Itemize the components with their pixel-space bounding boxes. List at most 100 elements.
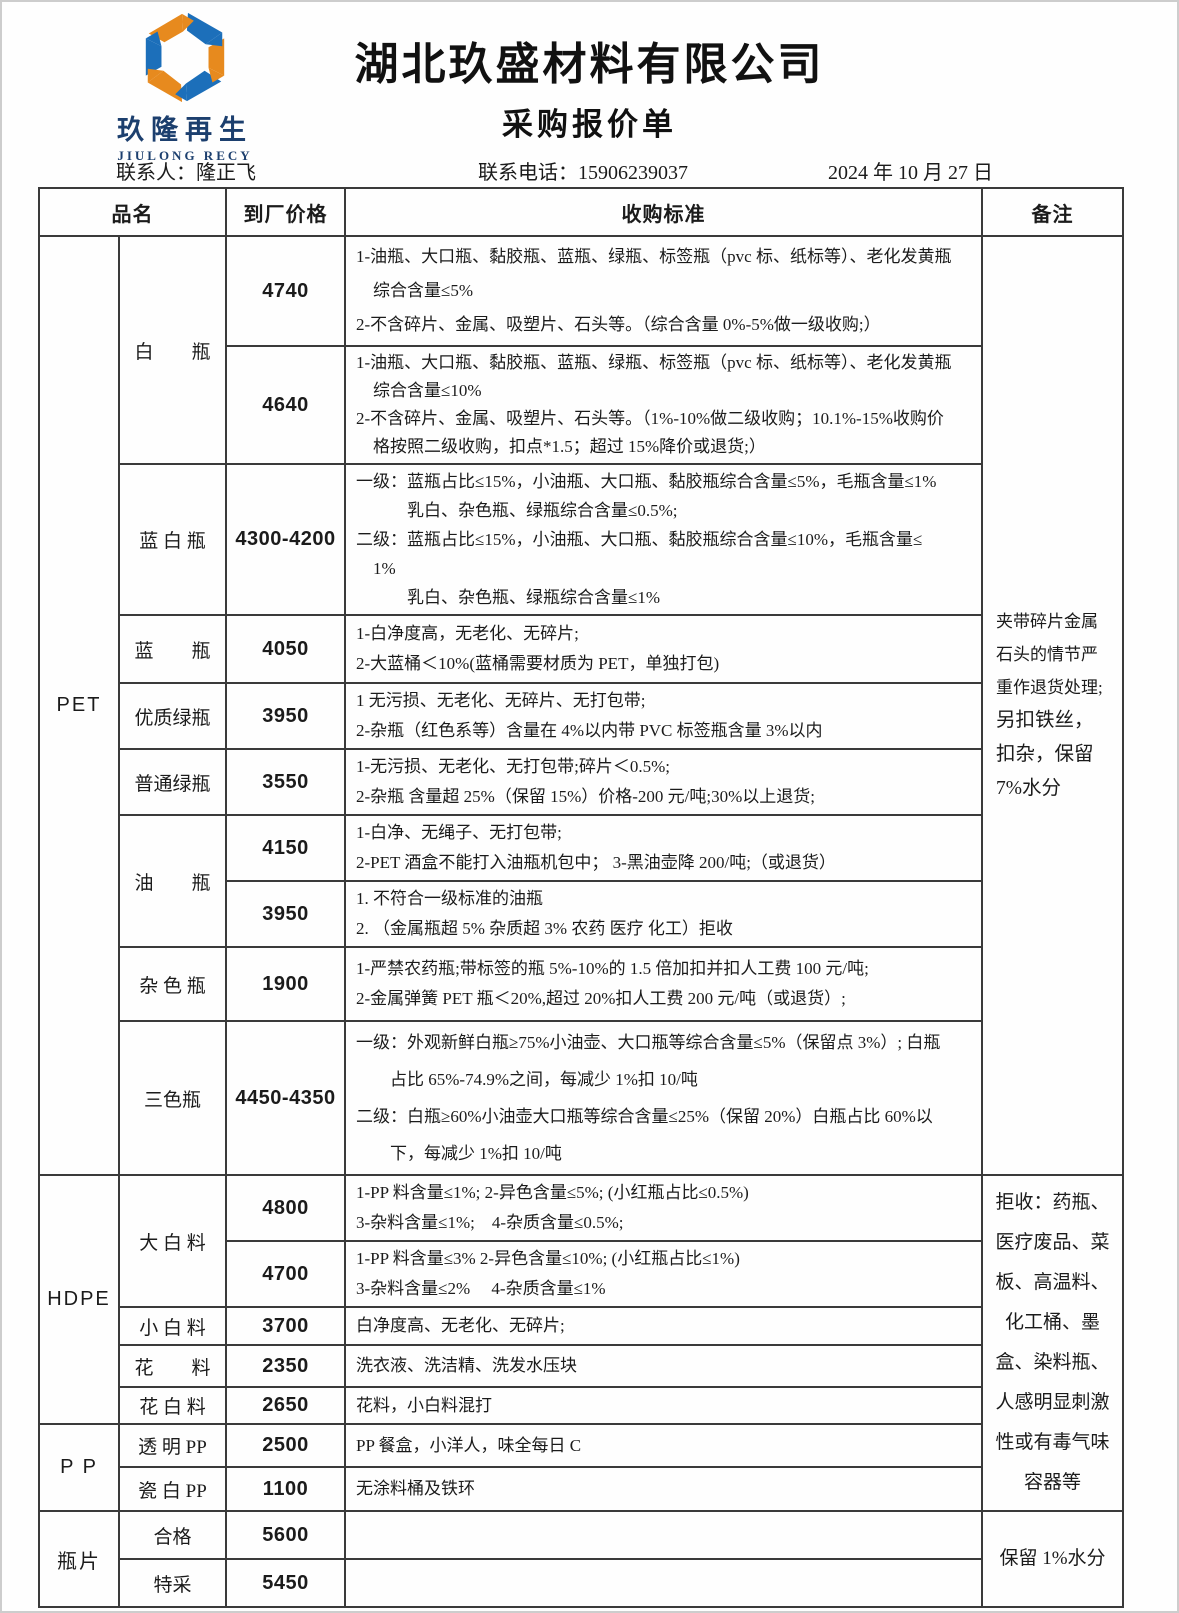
table-row: 蓝 瓶 4050 1-白净度高，无老化、无碎片; 2-大蓝桶＜10%(蓝桶需要材质… (39, 614, 1123, 684)
price-premium-green-bottle: 3950 (225, 682, 346, 750)
standard-line: 3-杂料含量≤2% 4-杂质含量≤1% (356, 1279, 606, 1298)
table-row: 普通绿瓶 3550 1-无污损、无老化、无打包带;碎片＜0.5%; 2-杂瓶 含量… (39, 748, 1123, 816)
table-row: 花 白 料 2650 花料，小白料混打 (39, 1386, 1123, 1425)
product-flower-material: 花 料 (118, 1344, 227, 1388)
standard-line: 2-金属弹簧 PET 瓶＜20%,超过 20%扣人工费 200 元/吨（或退货）… (356, 989, 846, 1008)
standard-line: 1-严禁农药瓶;带标签的瓶 5%-10%的 1.5 倍加扣并扣人工费 100 元… (356, 959, 869, 978)
price-white-bottle-grade1: 4740 (225, 235, 346, 347)
standard-line: 1-无污损、无老化、无打包带;碎片＜0.5%; (356, 757, 671, 776)
price-normal-green-bottle: 3550 (225, 748, 346, 816)
logo-name-en: JIULONG RECY (117, 148, 253, 163)
remark-pet-text: 夹带碎片金属石头的情节严重作退货处理; (996, 612, 1103, 697)
table-row: 4700 1-PP 料含量≤3% 2-异色含量≤10%; (小红瓶占比≤1%) 3… (39, 1240, 1123, 1308)
category-pp: P P (38, 1423, 120, 1512)
table-row: P P 透 明 PP 2500 PP 餐盒，小洋人，味全每日 C (38, 1423, 1123, 1512)
remark-pet-text-2: 另扣铁丝，扣杂，保留 7%水分 (996, 710, 1094, 799)
standard-line: 二级：白瓶≥60%小油壶大口瓶等综合含量≤25%（保留 20%）白瓶占比 60%… (356, 1107, 933, 1126)
standard-line: 无涂料桶及铁环 (356, 1479, 475, 1498)
standard-line: 乳白、杂色瓶、绿瓶综合含量≤1% (356, 588, 660, 607)
price-qualified-flake: 5600 (225, 1510, 346, 1560)
company-logo: 玖隆再生 JIULONG RECY (78, 8, 292, 164)
product-blue-bottle: 蓝 瓶 (118, 614, 227, 684)
standard-line: 白净度高、无老化、无碎片; (356, 1316, 565, 1335)
product-big-white-material: 大 白 料 (118, 1174, 227, 1308)
product-small-white-material: 小 白 料 (118, 1306, 227, 1346)
table-row: 小 白 料 3700 白净度高、无老化、无碎片; (39, 1306, 1123, 1346)
standard-line: 乳白、杂色瓶、绿瓶综合含量≤0.5%; (356, 501, 678, 520)
table-row: HDPE 大 白 料 4800 1-PP 料含量≤1%; 2-异色含量≤5%; … (38, 1174, 1124, 1512)
price-blue-white-bottle: 4300-4200 (225, 463, 346, 616)
standard-white-bottle-grade1: 1-油瓶、大口瓶、黏胶瓶、蓝瓶、绿瓶、标签瓶（pvc 标、纸标等）、老化发黄瓶 … (344, 235, 983, 347)
table-header-row: 品名 到厂价格 收购标准 备注 (38, 187, 1124, 237)
remark-bottle-flake: 保留 1%水分 (981, 1510, 1124, 1608)
product-special-flake: 特采 (118, 1558, 227, 1608)
doc-subtitle: 采购报价单 (502, 107, 677, 142)
standard-clear-pp: PP 餐盒，小洋人，味全每日 C (344, 1423, 983, 1468)
standard-blue-bottle: 1-白净度高，无老化、无碎片; 2-大蓝桶＜10%(蓝桶需要材质为 PET，单独打… (344, 614, 983, 684)
standard-line: 2-PET 酒盒不能打入油瓶机包中； 3-黑油壶降 200/吨;（或退货） (356, 853, 836, 872)
standard-line: 1% (356, 559, 396, 578)
price-clear-pp: 2500 (225, 1423, 346, 1468)
recycle-hexagon-logo-icon (145, 12, 225, 103)
standard-line: 2-大蓝桶＜10%(蓝桶需要材质为 PET，单独打包) (356, 654, 720, 673)
standard-line: 一级：外观新鲜白瓶≥75%小油壶、大口瓶等综合含量≤5%（保留点 3%）; 白瓶 (356, 1033, 941, 1052)
standard-line: 2-不含碎片、金属、吸塑片、石头等。（综合含量 0%-5%做一级收购;） (356, 315, 881, 334)
product-premium-green-bottle: 优质绿瓶 (118, 682, 227, 750)
standard-big-white-grade2: 1-PP 料含量≤3% 2-异色含量≤10%; (小红瓶占比≤1%) 3-杂料含量… (344, 1240, 983, 1308)
price-white-bottle-grade2: 4640 (225, 345, 346, 465)
standard-tricolor-bottle: 一级：外观新鲜白瓶≥75%小油壶、大口瓶等综合含量≤5%（保留点 3%）; 白瓶… (344, 1020, 983, 1176)
product-oil-bottle: 油 瓶 (118, 814, 227, 948)
table-row: 杂 色 瓶 1900 1-严禁农药瓶;带标签的瓶 5%-10%的 1.5 倍加扣… (39, 946, 1123, 1022)
price-porcelain-white-pp: 1100 (225, 1466, 346, 1512)
table-row: 花 料 2350 洗衣液、洗洁精、洗发水压块 (39, 1344, 1123, 1388)
contact-phone: 联系电话：15906239037 (478, 162, 688, 184)
standard-line: 综合含量≤10% (356, 381, 482, 400)
table-row: 瓷 白 PP 1100 无涂料桶及铁环 (39, 1466, 1123, 1512)
table-row: 优质绿瓶 3950 1 无污损、无老化、无碎片、无打包带; 2-杂瓶（红色系等）含… (39, 682, 1123, 750)
logo-name-zh: 玖隆再生 (117, 115, 253, 145)
table-row: 油 瓶 4150 1-白净、无绳子、无打包带; 2-PET 酒盒不能打入油瓶机包中… (39, 814, 1123, 948)
table-row: 三色瓶 4450-4350 一级：外观新鲜白瓶≥75%小油壶、大口瓶等综合含量≤… (39, 1020, 1123, 1176)
standard-line: 1-PP 料含量≤1%; 2-异色含量≤5%; (小红瓶占比≤0.5%) (356, 1183, 749, 1202)
doc-date: 2024 年 10 月 27 日 (828, 162, 993, 184)
contact-person: 联系人：隆正飞 (116, 162, 256, 184)
standard-oil-bottle-grade2: 1. 不符合一级标准的油瓶 2. （金属瓶超 5% 杂质超 3% 农药 医疗 化工… (344, 880, 983, 948)
standard-line: 洗衣液、洗洁精、洗发水压块 (356, 1356, 577, 1375)
standard-line: 占比 65%-74.9%之间，每减少 1%扣 10/吨 (356, 1070, 698, 1089)
table-row: 3950 1. 不符合一级标准的油瓶 2. （金属瓶超 5% 杂质超 3% 农药 … (39, 880, 1123, 948)
standard-porcelain-white-pp: 无涂料桶及铁环 (344, 1466, 983, 1512)
product-blue-white-bottle: 蓝 白 瓶 (118, 463, 227, 616)
standard-line: 1-白净、无绳子、无打包带; (356, 823, 562, 842)
page-title: 湖北玖盛材料有限公司 (354, 40, 825, 89)
standard-line: 一级：蓝瓶占比≤15%，小油瓶、大口瓶、黏胶瓶综合含量≤5%，毛瓶含量≤1% (356, 472, 937, 491)
price-big-white-grade2: 4700 (225, 1240, 346, 1308)
standard-line: 2. （金属瓶超 5% 杂质超 3% 农药 医疗 化工）拒收 (356, 919, 733, 938)
standard-line: 1-PP 料含量≤3% 2-异色含量≤10%; (小红瓶占比≤1%) (356, 1249, 740, 1268)
standard-line: 1. 不符合一级标准的油瓶 (356, 889, 543, 908)
table-row: PET 白 瓶 4740 1-油瓶、大口瓶、黏胶瓶、蓝瓶、绿瓶、标签瓶（pvc … (38, 235, 1124, 1176)
col-header-standard: 收购标准 (344, 187, 983, 237)
standard-premium-green-bottle: 1 无污损、无老化、无碎片、无打包带; 2-杂瓶（红色系等）含量在 4%以内带 P… (344, 682, 983, 750)
standard-line: 2-不含碎片、金属、吸塑片、石头等。（1%-10%做二级收购；10.1%-15%… (356, 409, 944, 428)
price-blue-bottle: 4050 (225, 614, 346, 684)
product-clear-pp: 透 明 PP (118, 1423, 227, 1468)
price-mixed-color-bottle: 1900 (225, 946, 346, 1022)
standard-line: 格按照二级收购，扣点*1.5；超过 15%降价或退货;） (356, 437, 766, 456)
product-normal-green-bottle: 普通绿瓶 (118, 748, 227, 816)
price-flower-white-material: 2650 (225, 1386, 346, 1425)
product-qualified-flake: 合格 (118, 1510, 227, 1560)
standard-line: 2-杂瓶 含量超 25%（保留 15%）价格-200 元/吨;30%以上退货; (356, 787, 815, 806)
standard-line: 1 无污损、无老化、无碎片、无打包带; (356, 691, 646, 710)
col-header-price: 到厂价格 (225, 187, 346, 237)
standard-mixed-color-bottle: 1-严禁农药瓶;带标签的瓶 5%-10%的 1.5 倍加扣并扣人工费 100 元… (344, 946, 983, 1022)
standard-line: PP 餐盒，小洋人，味全每日 C (356, 1435, 582, 1455)
price-big-white-grade1: 4800 (225, 1174, 346, 1242)
standard-line: 花料，小白料混打 (356, 1395, 492, 1415)
remark-hdpe-pp: 拒收：药瓶、医疗废品、菜板、高温料、化工桶、墨盒、染料瓶、人感明显刺激性或有毒气… (981, 1174, 1124, 1512)
standard-line: 二级：蓝瓶占比≤15%，小油瓶、大口瓶、黏胶瓶综合含量≤10%，毛瓶含量≤ (356, 530, 923, 549)
product-porcelain-white-pp: 瓷 白 PP (118, 1466, 227, 1512)
contact-row: 联系人：隆正飞 联系电话：15906239037 2024 年 10 月 27 … (0, 156, 1179, 186)
standard-line: 2-杂瓶（红色系等）含量在 4%以内带 PVC 标签瓶含量 3%以内 (356, 721, 823, 740)
standard-white-bottle-grade2: 1-油瓶、大口瓶、黏胶瓶、蓝瓶、绿瓶、标签瓶（pvc 标、纸标等）、老化发黄瓶 … (344, 345, 983, 465)
